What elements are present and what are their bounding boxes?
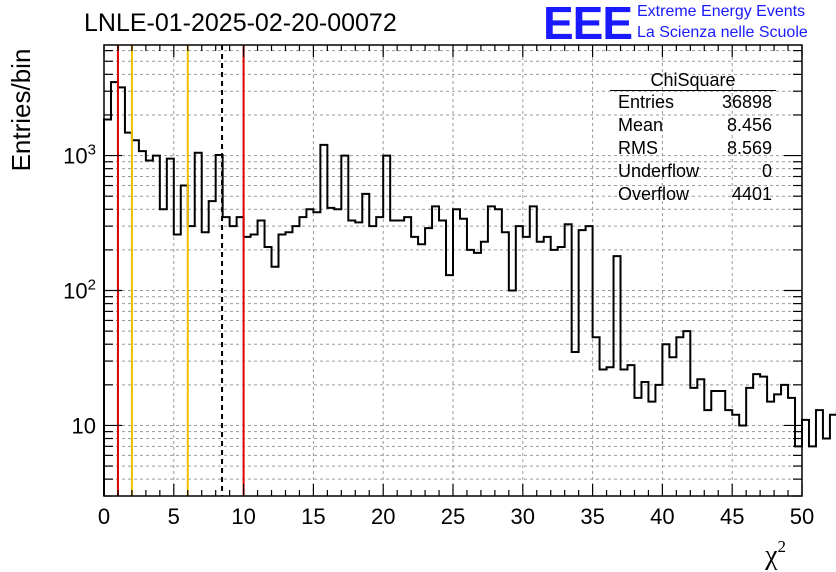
x-tick-label: 50 bbox=[790, 504, 814, 529]
y-axis-label: Entries/bin bbox=[6, 49, 36, 172]
x-tick-label: 25 bbox=[441, 504, 465, 529]
stats-label: Entries bbox=[618, 92, 675, 112]
y-tick-label: 103 bbox=[63, 142, 96, 169]
stats-value: 8.569 bbox=[726, 138, 772, 158]
logo-subtitle-line2: La Scienza nelle Scuole bbox=[637, 24, 808, 41]
x-tick-label: 45 bbox=[720, 504, 744, 529]
x-tick-label: 35 bbox=[580, 504, 604, 529]
stats-label: Mean bbox=[618, 115, 664, 135]
x-tick-label: 30 bbox=[511, 504, 535, 529]
x-tick-label: 0 bbox=[98, 504, 110, 529]
logo-subtitle-line1: Extreme Energy Events bbox=[637, 3, 806, 20]
run-title: LNLE-01-2025-02-20-00072 bbox=[84, 9, 397, 37]
y-tick-label: 10 bbox=[72, 413, 96, 438]
stats-label: Underflow bbox=[618, 161, 700, 181]
stats-value: 0 bbox=[761, 161, 772, 181]
stats-row-overflow: Overflow 4401 bbox=[610, 183, 776, 206]
histogram-series bbox=[103, 81, 836, 496]
stats-label: Overflow bbox=[618, 184, 690, 204]
stats-row-underflow: Underflow 0 bbox=[610, 160, 776, 183]
eee-logo: EEE bbox=[543, 0, 633, 49]
x-tick-label: 10 bbox=[231, 504, 255, 529]
stats-row-rms: RMS 8.569 bbox=[610, 137, 776, 160]
stats-label: RMS bbox=[618, 138, 658, 158]
x-tick-label: 40 bbox=[650, 504, 674, 529]
stats-row-mean: Mean 8.456 bbox=[610, 114, 776, 137]
stats-value: 36898 bbox=[721, 92, 772, 112]
stats-value: 8.456 bbox=[726, 115, 772, 135]
x-axis-label: χ2 bbox=[764, 537, 786, 571]
stats-box: ChiSquare Entries 36898 Mean 8.456 RMS 8… bbox=[610, 70, 776, 206]
y-tick-label: 102 bbox=[63, 277, 96, 304]
stats-row-entries: Entries 36898 bbox=[610, 91, 776, 114]
x-tick-label: 5 bbox=[168, 504, 180, 529]
stats-value: 4401 bbox=[731, 184, 772, 204]
x-tick-label: 20 bbox=[371, 504, 395, 529]
stats-title: ChiSquare bbox=[610, 70, 776, 91]
x-tick-label: 15 bbox=[301, 504, 325, 529]
